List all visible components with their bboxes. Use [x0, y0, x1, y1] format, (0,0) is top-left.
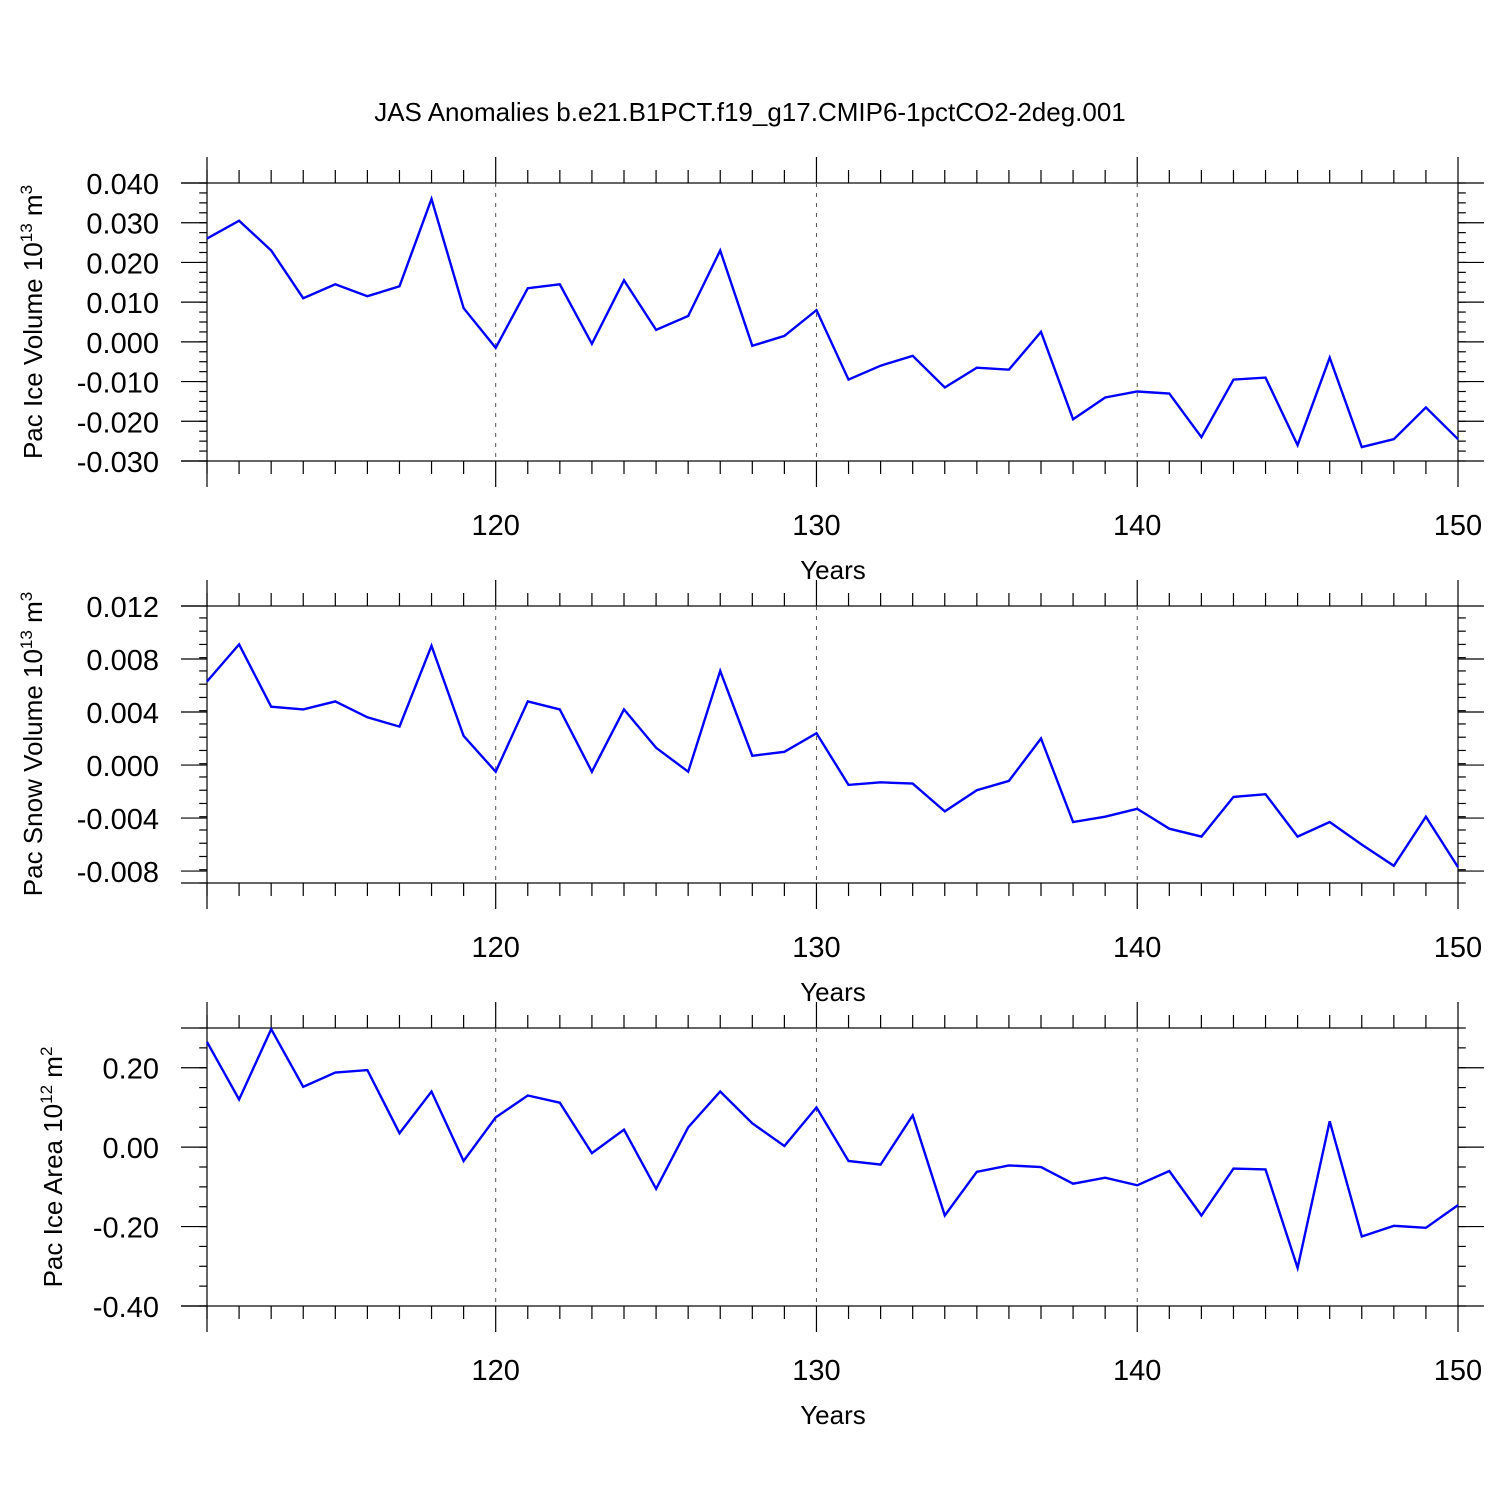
x-axis-label: Years [800, 977, 866, 1007]
x-tick-label: 140 [1113, 510, 1161, 542]
panel-2: 120 130 140 150 Years -0.008 -0.004 0.000 0.004 0… [17, 580, 1484, 1007]
plot-frame [206, 1027, 1459, 1307]
y-tick-label: -0.010 [77, 368, 159, 400]
series-line [206, 642, 1460, 868]
x-tick-label: 150 [1434, 510, 1482, 542]
y-tick-label: -0.20 [93, 1213, 159, 1245]
x-axis-label: Years [800, 555, 866, 585]
x-tick-label: 130 [792, 510, 840, 542]
y-tick-label: 0.00 [103, 1133, 159, 1165]
y-tick-label: 0.030 [86, 209, 159, 241]
x-tick-label: 130 [792, 1355, 840, 1387]
y-tick-label: -0.008 [77, 857, 159, 889]
y-tick-label: -0.020 [77, 407, 159, 439]
series-line [205, 1026, 1459, 1273]
y-tick-label: -0.40 [93, 1292, 159, 1324]
x-tick-label: 140 [1113, 1355, 1161, 1387]
y-tick-label: 0.040 [86, 169, 159, 201]
y-tick-label: -0.004 [77, 804, 159, 836]
x-tick-label: 130 [792, 932, 840, 964]
x-tick-label: 120 [471, 1355, 519, 1387]
panel-1: 120 130 140 150 Years -0.030 -0.020 -0.010 0.000… [17, 157, 1484, 585]
x-tick-label: 150 [1434, 932, 1482, 964]
y-axis-label: Pac Snow Volume 1013 m3 [17, 592, 48, 896]
x-tick-label: 120 [471, 932, 519, 964]
x-tick-label: 150 [1434, 1355, 1482, 1387]
y-tick-label: -0.030 [77, 447, 159, 479]
x-tick-label: 120 [471, 510, 519, 542]
plot-frame [206, 182, 1459, 462]
x-axis-label: Years [800, 1400, 866, 1430]
y-axis-label: Pac Ice Area 1012 m2 [37, 1047, 68, 1288]
y-tick-label: 0.004 [86, 698, 159, 730]
series-line [206, 195, 1459, 449]
plot-frame [206, 605, 1459, 884]
panels: 120 130 140 150Years-0.030-0.020-0.0100.000… [17, 157, 1484, 1430]
y-tick-label: 0.010 [86, 288, 159, 320]
y-tick-label: 0.008 [86, 645, 159, 677]
panel-3: 120 130 140 150 Years -0.40 -0.20 0.00 0.20 Pac I… [37, 1002, 1484, 1430]
y-tick-label: 0.000 [86, 328, 159, 360]
y-tick-label: 0.012 [86, 592, 159, 624]
y-tick-label: 0.20 [103, 1054, 159, 1086]
chart-title: JAS Anomalies b.e21.B1PCT.f19_g17.CMIP6-… [374, 97, 1126, 127]
y-tick-label: 0.020 [86, 248, 159, 280]
y-tick-label: 0.000 [86, 751, 159, 783]
x-tick-label: 140 [1113, 932, 1161, 964]
y-axis-label: Pac Ice Volume 1013 m3 [17, 185, 48, 459]
